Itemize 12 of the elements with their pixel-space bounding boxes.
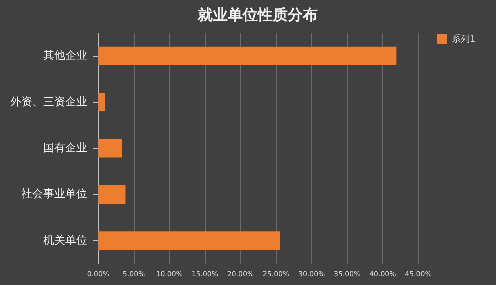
bar — [98, 139, 122, 158]
chart-title: 就业单位性质分布 — [197, 6, 318, 24]
y-tick-label: 其他企业 — [44, 49, 88, 62]
y-tick-label: 机关单位 — [44, 234, 88, 247]
y-tick-label: 外资、三资企业 — [10, 95, 88, 108]
bar — [98, 93, 106, 112]
bar — [98, 46, 397, 66]
y-tick-label: 国有企业 — [44, 142, 88, 154]
bar — [98, 232, 280, 250]
bar — [98, 185, 126, 204]
y-tick-label: 社会事业单位 — [22, 188, 88, 201]
legend-label: 系列1 — [452, 34, 476, 45]
